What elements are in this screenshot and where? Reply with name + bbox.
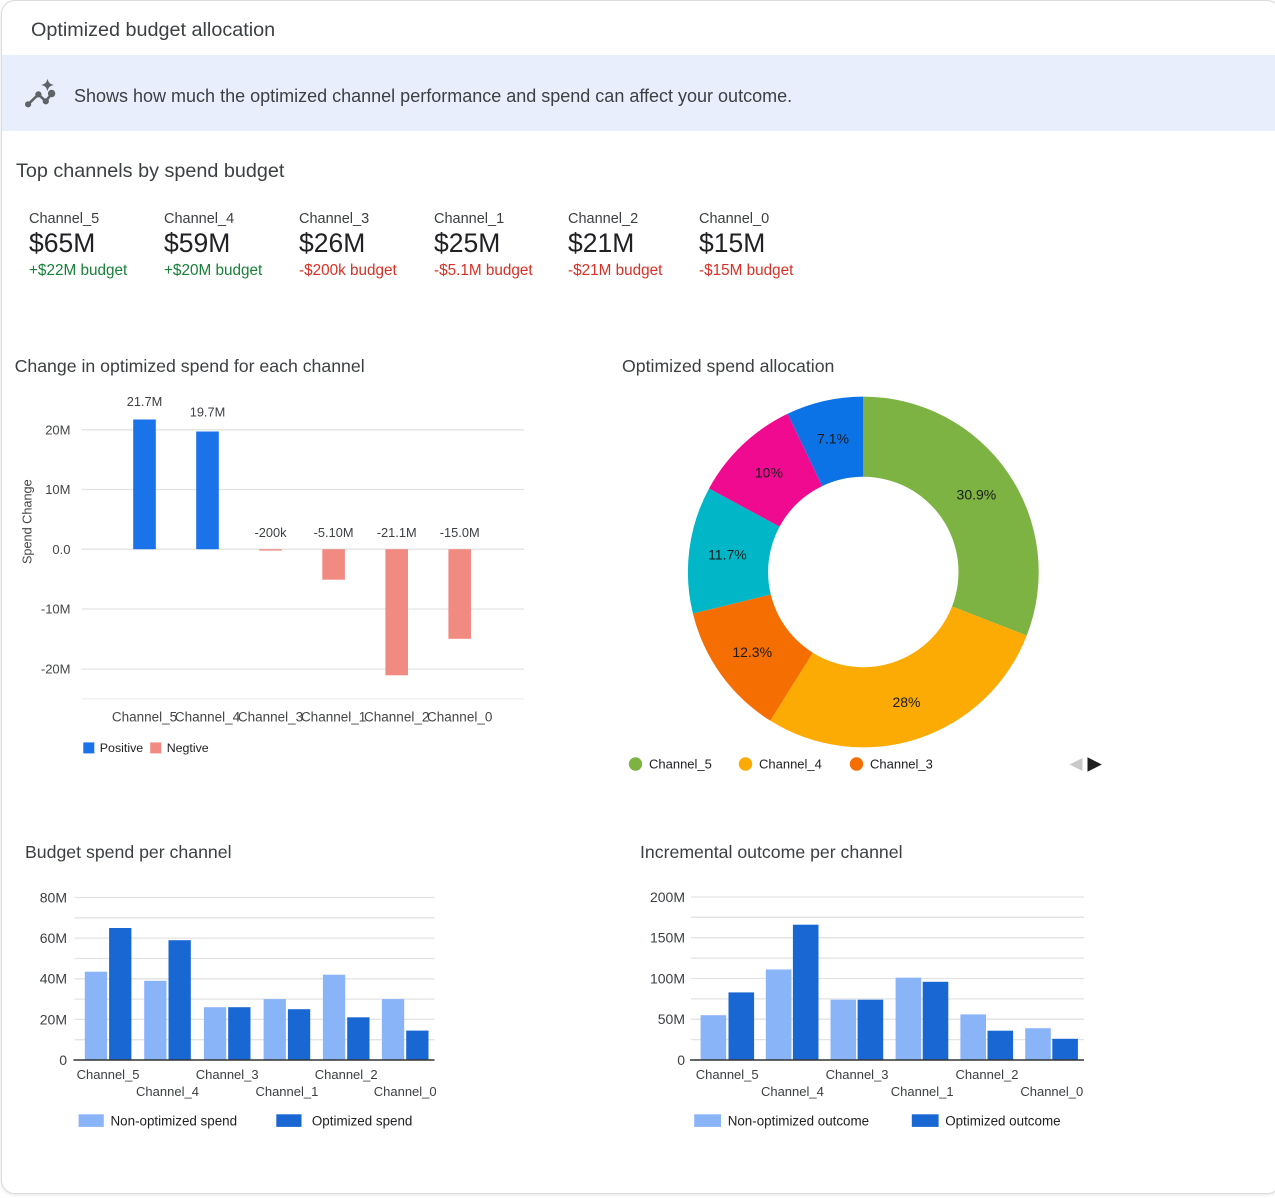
svg-text:Channel_4: Channel_4 (761, 1084, 824, 1099)
svg-text:Channel_0: Channel_0 (374, 1084, 437, 1099)
svg-text:-10M: -10M (41, 602, 71, 617)
svg-text:-20M: -20M (41, 662, 71, 677)
svg-text:Channel_4: Channel_4 (175, 709, 241, 724)
svg-text:20M: 20M (40, 1011, 67, 1027)
svg-text:150M: 150M (650, 930, 685, 946)
svg-text:21.7M: 21.7M (127, 394, 163, 409)
svg-text:Negtive: Negtive (167, 741, 209, 755)
svg-text:-5.10M: -5.10M (314, 525, 354, 540)
svg-text:28%: 28% (892, 694, 920, 710)
svg-text:Channel_5: Channel_5 (649, 757, 712, 772)
svg-text:-15.0M: -15.0M (440, 525, 480, 540)
svg-text:10%: 10% (755, 465, 783, 481)
svg-text:Channel_5: Channel_5 (696, 1067, 759, 1082)
svg-text:Channel_2: Channel_2 (315, 1067, 378, 1082)
svg-text:20M: 20M (45, 422, 70, 437)
svg-text:Channel_1: Channel_1 (255, 1084, 318, 1099)
svg-text:7.1%: 7.1% (817, 430, 849, 446)
svg-text:Channel_1: Channel_1 (891, 1084, 954, 1099)
svg-text:Channel_2: Channel_2 (364, 709, 429, 724)
svg-text:Non-optimized outcome: Non-optimized outcome (728, 1113, 869, 1128)
svg-text:Channel_1: Channel_1 (301, 709, 366, 724)
svg-text:200M: 200M (650, 889, 685, 905)
svg-text:Optimized spend: Optimized spend (312, 1113, 412, 1128)
svg-text:30.9%: 30.9% (957, 487, 997, 503)
svg-text:-200k: -200k (254, 525, 287, 540)
svg-text:Non-optimized spend: Non-optimized spend (111, 1113, 238, 1128)
svg-text:Channel_5: Channel_5 (112, 709, 177, 724)
svg-text:0: 0 (677, 1052, 685, 1068)
svg-text:0.0: 0.0 (52, 542, 70, 557)
svg-text:Channel_3: Channel_3 (870, 757, 933, 772)
svg-text:19.7M: 19.7M (190, 405, 226, 420)
svg-text:Positive: Positive (100, 741, 143, 755)
svg-text:Channel_4: Channel_4 (759, 757, 822, 772)
svg-text:Optimized outcome: Optimized outcome (945, 1113, 1060, 1128)
svg-text:0: 0 (59, 1052, 67, 1068)
svg-text:Channel_3: Channel_3 (238, 709, 303, 724)
svg-text:10M: 10M (45, 482, 70, 497)
svg-text:80M: 80M (40, 889, 67, 905)
svg-text:100M: 100M (650, 970, 685, 986)
svg-text:12.3%: 12.3% (732, 644, 772, 660)
svg-text:40M: 40M (40, 971, 67, 987)
svg-text:50M: 50M (658, 1011, 685, 1027)
svg-text:Channel_3: Channel_3 (826, 1067, 889, 1082)
svg-text:11.7%: 11.7% (708, 546, 747, 562)
svg-text:Channel_4: Channel_4 (136, 1084, 199, 1099)
svg-text:Spend Change: Spend Change (21, 479, 35, 564)
svg-text:Channel_0: Channel_0 (427, 709, 492, 724)
svg-text:Channel_2: Channel_2 (956, 1067, 1019, 1082)
svg-text:Channel_0: Channel_0 (1020, 1084, 1083, 1099)
svg-text:-21.1M: -21.1M (377, 525, 417, 540)
svg-text:Channel_5: Channel_5 (77, 1067, 140, 1082)
svg-text:Channel_3: Channel_3 (196, 1067, 259, 1082)
svg-text:60M: 60M (40, 930, 67, 946)
